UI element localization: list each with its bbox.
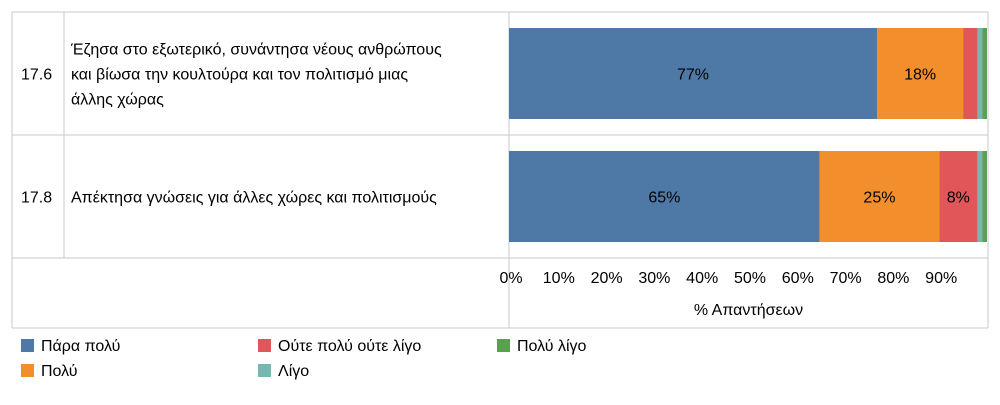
legend-swatch-2 <box>258 339 271 352</box>
legend-label: Πάρα πολύ <box>41 338 120 355</box>
row-code-1: 17.8 <box>21 190 52 207</box>
bar-segment-4-row-0 <box>982 28 987 119</box>
bar-segment-2-row-1 <box>939 151 978 242</box>
data-label: 65% <box>648 190 680 207</box>
bar-segment-1-row-1 <box>819 151 940 242</box>
x-tick-label: 20% <box>591 270 623 287</box>
x-tick-label: 40% <box>686 270 718 287</box>
bar-segment-1-row-0 <box>877 28 964 119</box>
legend-label: Πολύ <box>41 363 78 380</box>
legend-swatch-1 <box>21 364 34 377</box>
bar-segment-2-row-0 <box>963 28 978 119</box>
bar-segment-0-row-1 <box>509 151 820 242</box>
data-label: 77% <box>677 67 709 84</box>
legend-swatch-0 <box>21 339 34 352</box>
bar-segment-3-row-0 <box>977 28 983 119</box>
row-label-line: άλλης χώρας <box>71 92 164 109</box>
x-tick-label: 0% <box>499 270 522 287</box>
bar-segment-3-row-1 <box>977 151 983 242</box>
legend-swatch-3 <box>258 364 271 377</box>
x-tick-label: 90% <box>925 270 957 287</box>
data-label: 18% <box>904 67 936 84</box>
x-tick-label: 60% <box>782 270 814 287</box>
x-tick-label: 50% <box>734 270 766 287</box>
row-label-line: Απέκτησα γνώσεις για άλλες χώρες και πολ… <box>71 190 437 207</box>
x-tick-label: 10% <box>543 270 575 287</box>
row-label-line: και βίωσα την κουλτούρα και τον πολιτισμ… <box>71 67 408 84</box>
x-tick-label: 30% <box>638 270 670 287</box>
x-tick-label: 80% <box>877 270 909 287</box>
x-tick-label: 70% <box>830 270 862 287</box>
legend-label: Ούτε πολύ ούτε λίγο <box>278 338 421 355</box>
bar-segment-4-row-1 <box>982 151 987 242</box>
legend-label: Λίγο <box>278 363 309 380</box>
row-label-line: Έζησα στο εξωτερικό, συνάντησα νέους ανθ… <box>70 42 442 59</box>
row-code-0: 17.6 <box>21 67 52 84</box>
legend-label: Πολύ λίγο <box>517 338 587 355</box>
data-label: 8% <box>947 190 970 207</box>
legend-swatch-4 <box>497 339 510 352</box>
data-label: 25% <box>863 190 895 207</box>
bar-segment-0-row-0 <box>509 28 878 119</box>
x-axis-title: % Απαντήσεων <box>694 302 803 319</box>
